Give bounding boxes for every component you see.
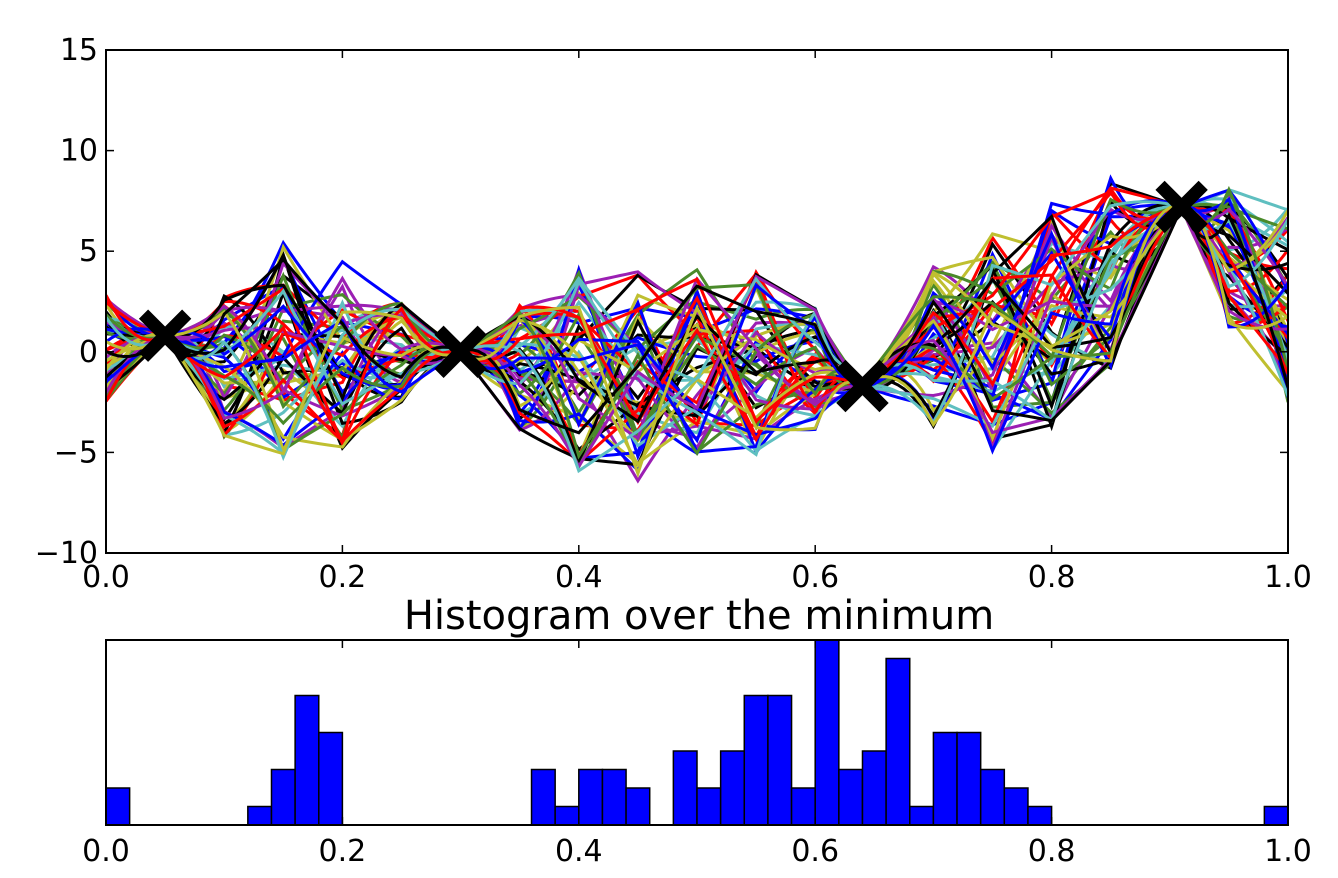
histogram-bar bbox=[1263, 805, 1289, 826]
x-tick-label: 0.8 bbox=[1028, 834, 1076, 869]
histogram-bar bbox=[294, 694, 320, 826]
histogram-bar bbox=[814, 639, 840, 826]
histogram-bar bbox=[601, 768, 627, 826]
histogram-bar bbox=[625, 787, 651, 826]
histogram-bar bbox=[743, 694, 769, 826]
x-tick-label: 0.2 bbox=[319, 834, 367, 869]
histogram-axes-ticks: 0.0 0.2 0.4 0.6 0.8 1.0 bbox=[82, 640, 1312, 869]
histogram-bar bbox=[932, 731, 958, 826]
sample-curve bbox=[106, 203, 1288, 424]
x-tick-label: 0.0 bbox=[82, 560, 130, 595]
y-tick-label: 0 bbox=[79, 335, 98, 370]
observation-markers bbox=[138, 180, 1208, 413]
sample-curve bbox=[106, 204, 1288, 479]
histogram-bar bbox=[318, 731, 344, 826]
histogram-bar bbox=[956, 731, 982, 826]
y-tick-label: 5 bbox=[79, 234, 98, 269]
samples-axes-ticks: 0.0 0.2 0.4 0.6 0.8 1.0 −10 −5 0 5 10 15 bbox=[35, 33, 1312, 595]
histogram-bar bbox=[247, 805, 273, 826]
x-tick-label: 0.4 bbox=[555, 560, 603, 595]
histogram-bar bbox=[719, 750, 746, 826]
observation-marker bbox=[138, 309, 192, 362]
histogram-bar bbox=[696, 787, 722, 826]
histogram-bar bbox=[105, 787, 131, 826]
histogram-bar bbox=[530, 768, 556, 826]
observation-marker bbox=[434, 325, 487, 378]
y-tick-label: −5 bbox=[54, 435, 98, 470]
sample-curve bbox=[106, 205, 1288, 455]
histogram-bar bbox=[861, 750, 887, 826]
y-tick-label: −10 bbox=[35, 536, 98, 571]
observation-marker bbox=[1155, 180, 1208, 234]
x-tick-label: 0.0 bbox=[82, 834, 130, 869]
histogram-bar bbox=[672, 750, 698, 826]
histogram-bar bbox=[767, 694, 793, 826]
x-tick-label: 1.0 bbox=[1264, 834, 1312, 869]
x-tick-label: 0.6 bbox=[791, 560, 839, 595]
histogram-bar bbox=[554, 805, 580, 826]
x-tick-label: 0.8 bbox=[1028, 560, 1076, 595]
y-tick-label: 10 bbox=[60, 134, 98, 169]
histogram-bar bbox=[790, 787, 816, 826]
samples-panel: 0.0 0.2 0.4 0.6 0.8 1.0 −10 −5 0 5 10 15 bbox=[35, 33, 1312, 595]
histogram-bar bbox=[1027, 805, 1053, 826]
histogram-bars bbox=[105, 639, 1289, 826]
sample-curve bbox=[106, 205, 1288, 445]
histogram-bar bbox=[979, 768, 1006, 826]
histogram-bar bbox=[1003, 787, 1029, 826]
sample-curve bbox=[106, 203, 1288, 443]
x-tick-label: 0.2 bbox=[319, 560, 367, 595]
sample-curve bbox=[106, 203, 1288, 435]
histogram-bar bbox=[838, 768, 864, 826]
histogram-bar bbox=[885, 657, 911, 826]
histogram-bar bbox=[578, 768, 604, 826]
samples-axes-frame bbox=[105, 49, 1289, 554]
histogram-axes-frame bbox=[105, 639, 1289, 826]
sample-curve bbox=[106, 202, 1288, 441]
y-tick-label: 15 bbox=[60, 33, 98, 68]
histogram-bar bbox=[909, 805, 935, 826]
x-tick-label: 1.0 bbox=[1264, 560, 1312, 595]
x-tick-label: 0.6 bbox=[791, 834, 839, 869]
histogram-title: Histogram over the minimum bbox=[404, 593, 994, 639]
histogram-panel: Histogram over the minimum 0.0 0.2 0.4 0.6 0… bbox=[82, 593, 1312, 869]
histogram-bar bbox=[270, 768, 296, 826]
sample-curves bbox=[106, 174, 1288, 484]
sample-curve bbox=[106, 205, 1288, 474]
x-tick-label: 0.4 bbox=[555, 834, 603, 869]
observation-marker bbox=[836, 359, 889, 413]
